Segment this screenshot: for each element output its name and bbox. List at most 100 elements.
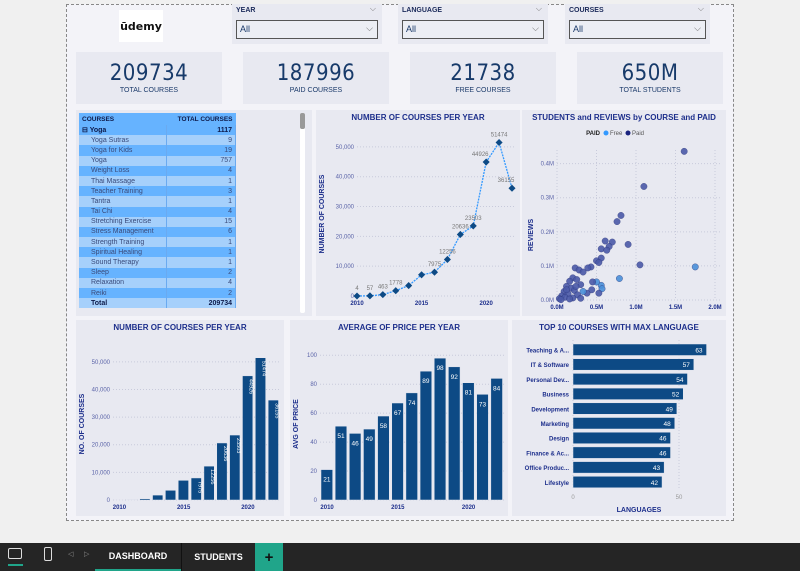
table-row[interactable]: Teacher Training 3 [79, 186, 236, 197]
scrollbar-thumb[interactable] [300, 113, 305, 129]
add-page-button[interactable]: + [255, 543, 283, 571]
kpi-free-courses: 21738 FREE COURSES [410, 52, 556, 104]
bar [363, 428, 376, 501]
legend-paid-marker [625, 130, 631, 136]
table-row[interactable]: Thai Massage 1 [79, 175, 236, 187]
data-label: 23503 [465, 216, 482, 222]
data-point [418, 271, 426, 279]
chart-title: TOP 10 COURSES WITH MAX LANGUAGE [539, 323, 699, 332]
page-tabs-bar: ◁ ▷ DASHBOARD STUDENTS + [0, 543, 800, 571]
bar [572, 373, 688, 386]
scatter-point [573, 276, 581, 283]
data-label: 20636 [222, 446, 228, 461]
previous-page-icon[interactable]: ◁ [68, 550, 74, 558]
category-label: Lifestyle [545, 481, 570, 487]
table-row[interactable]: Yoga 757 [79, 155, 236, 166]
table-row[interactable]: Yoga for Kids 19 [79, 145, 236, 156]
scatter-point [579, 268, 587, 276]
data-label: 12256 [209, 469, 215, 484]
mobile-view-icon[interactable] [44, 547, 52, 561]
year-dropdown[interactable]: All ⌵ [236, 20, 378, 39]
dropdown-value: All [573, 24, 584, 34]
course-name: Sleep [79, 267, 168, 278]
x-tick-label: 0.5M [590, 305, 603, 311]
table-row[interactable]: Sound Therapy 1 [79, 257, 236, 268]
course-name: Sound Therapy [79, 257, 168, 268]
course-name: Tantra [79, 196, 168, 207]
next-page-icon[interactable]: ▷ [84, 550, 90, 558]
data-label: 20636 [452, 224, 469, 230]
table-row[interactable]: Stretching Exercise 15 [79, 216, 236, 227]
price-bar-panel: AVERAGE OF PRICE PER YEAR 0 20 40 60 80 100 AV… [290, 320, 508, 516]
language-dropdown[interactable]: All ⌵ [402, 20, 544, 39]
table-row[interactable]: Stress Management 6 [79, 226, 236, 238]
data-label: 52 [672, 392, 680, 399]
kpi-paid-courses: 187996 PAID COURSES [243, 52, 389, 104]
category-label: Teaching & A... [526, 349, 569, 355]
table-row[interactable]: Weight Loss 4 [79, 165, 236, 176]
course-name: Spiritual Healing [79, 247, 168, 258]
tab-dashboard[interactable]: DASHBOARD [95, 543, 181, 571]
course-count: 757 [166, 155, 236, 166]
x-tick-label: 2010 [113, 505, 127, 511]
data-label: 4 [355, 286, 359, 292]
bar [433, 357, 447, 501]
kpi-label: PAID COURSES [289, 87, 343, 94]
y-axis-title: AVG OF PRICE [293, 399, 300, 449]
table-row[interactable]: Spiritual Healing 1 [79, 247, 236, 258]
y-axis-title: REVIEWS [528, 219, 535, 252]
bar [349, 433, 362, 501]
table-total-row: Total 209734 [79, 298, 236, 309]
column-header-total[interactable]: TOTAL COURSES [166, 113, 236, 125]
line-chart-panel: NUMBER OF COURSES PER YEAR 0 10,000 20,000… [316, 110, 520, 316]
chevron-down-icon[interactable]: ⌵ [535, 4, 542, 13]
table-row[interactable]: Yoga Sutras 9 [79, 135, 236, 146]
courses-slicer: COURSES ⌵ All ⌵ [565, 4, 710, 44]
table-row[interactable]: Relaxation 4 [79, 277, 236, 288]
y-tick-label: 0.2M [541, 230, 554, 236]
course-count: 4 [166, 206, 236, 217]
scatter-point [680, 147, 688, 155]
scatter-point [566, 277, 574, 285]
course-count: 19 [166, 145, 236, 156]
data-label: 48 [664, 421, 672, 428]
scatter-point [601, 237, 609, 245]
data-point [443, 255, 451, 263]
column-header-courses[interactable]: COURSES [79, 113, 167, 125]
chevron-down-icon[interactable]: ⌵ [369, 4, 376, 13]
data-point [392, 287, 400, 295]
y-axis-title: NUMBER OF COURSES [319, 174, 326, 253]
total-label: Total [79, 298, 168, 309]
table-row[interactable]: Tantra 1 [79, 196, 236, 207]
tab-students[interactable]: STUDENTS [181, 543, 255, 571]
courses-table: COURSES TOTAL COURSES ⊟ Yoga 1117 Yoga Sut… [79, 113, 236, 309]
chevron-down-icon[interactable]: ⌵ [697, 4, 704, 13]
x-tick-label: 2010 [350, 301, 364, 307]
category-label: Marketing [541, 422, 570, 428]
data-label: 23503 [235, 438, 241, 453]
data-label: 81 [465, 390, 473, 397]
table-row[interactable]: Sleep 2 [79, 267, 236, 278]
table-row[interactable]: Reiki 2 [79, 288, 236, 299]
data-label: 7975 [428, 262, 442, 268]
bar [572, 387, 684, 400]
udemy-logo: ūdemy [119, 10, 163, 42]
bar [572, 461, 665, 474]
legend-label: Free [610, 131, 623, 137]
courses-dropdown[interactable]: All ⌵ [569, 20, 706, 39]
table-group-row[interactable]: ⊟ Yoga 1117 [79, 125, 236, 136]
chart-title: NUMBER OF COURSES PER YEAR [113, 323, 247, 332]
tab-label: STUDENTS [194, 552, 243, 562]
course-name: Thai Massage [79, 175, 168, 187]
data-label: 44926 [472, 152, 489, 158]
table-row[interactable]: Tai Chi 4 [79, 206, 236, 217]
table-row[interactable]: Strength Training 1 [79, 237, 236, 248]
desktop-view-icon[interactable] [8, 548, 22, 559]
table-scrollbar[interactable] [300, 113, 305, 313]
dropdown-value: All [240, 24, 251, 34]
course-name: Yoga [79, 155, 168, 166]
bar [476, 394, 489, 501]
data-label: 51474 [260, 361, 266, 376]
scatter-point [563, 286, 570, 294]
bar [377, 415, 390, 501]
